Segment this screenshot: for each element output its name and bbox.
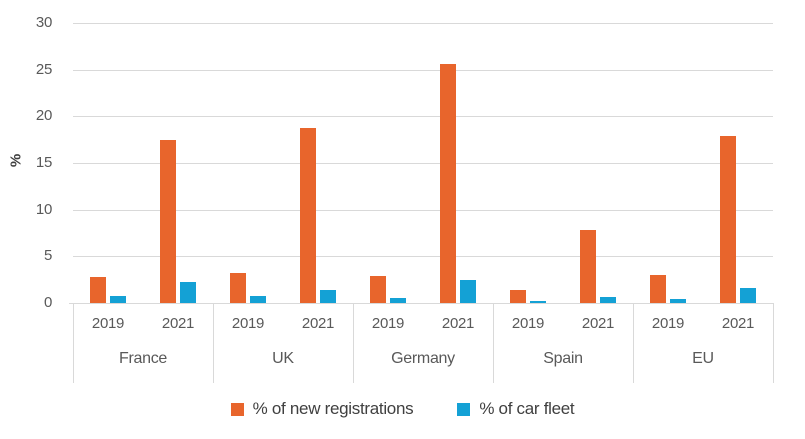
x-axis-separator bbox=[213, 303, 214, 383]
gridline-20 bbox=[73, 116, 773, 118]
country-label-uk: UK bbox=[272, 350, 294, 367]
bar-eu-2021-new-registrations bbox=[720, 135, 736, 303]
year-label-france-2021: 2021 bbox=[161, 315, 195, 332]
y-tick-label-15: 15 bbox=[35, 154, 52, 171]
bar-germany-2019-new-registrations bbox=[370, 275, 386, 303]
bar-eu-2021-car-fleet bbox=[740, 288, 756, 303]
x-axis-separator bbox=[73, 303, 74, 383]
country-label-eu: EU bbox=[692, 350, 714, 367]
gridline-30 bbox=[73, 23, 773, 24]
legend: % of new registrations % of car fleet bbox=[0, 399, 805, 419]
bar-france-2019-car-fleet bbox=[110, 296, 126, 303]
year-label-uk-2019: 2019 bbox=[231, 315, 265, 332]
x-axis-separator bbox=[493, 303, 494, 383]
gridline-25 bbox=[73, 69, 773, 71]
legend-item-new-registrations: % of new registrations bbox=[230, 399, 414, 419]
y-tick-label-0: 0 bbox=[43, 294, 52, 311]
year-label-spain-2021: 2021 bbox=[581, 315, 615, 332]
x-axis-line bbox=[69, 303, 773, 304]
y-tick-label-10: 10 bbox=[35, 200, 52, 218]
year-label-spain-2019: 2019 bbox=[511, 315, 545, 332]
x-axis: 2019 2021 France 2019 2021 UK 2019 2021 Germany 2… bbox=[69, 303, 774, 383]
country-label-spain: Spain bbox=[543, 350, 583, 367]
bar-uk-2021-new-registrations bbox=[300, 127, 316, 303]
bar-germany-2021-new-registrations bbox=[440, 64, 456, 303]
bar-uk-2019-new-registrations bbox=[230, 273, 246, 303]
year-label-eu-2021: 2021 bbox=[721, 315, 755, 332]
bar-france-2021-car-fleet bbox=[180, 282, 196, 303]
y-tick-label-25: 25 bbox=[35, 60, 52, 78]
bar-uk-2021-car-fleet bbox=[320, 289, 336, 303]
bar-spain-2019-new-registrations bbox=[510, 289, 526, 303]
bar-germany-2021-car-fleet bbox=[460, 279, 476, 303]
gridline-10 bbox=[73, 209, 773, 211]
year-label-uk-2021: 2021 bbox=[301, 315, 335, 332]
bar-france-2019-new-registrations bbox=[90, 276, 106, 303]
y-tick-label-20: 20 bbox=[35, 107, 52, 125]
legend-swatch-new-registrations-icon bbox=[230, 402, 244, 416]
year-label-germany-2021: 2021 bbox=[441, 315, 475, 332]
year-label-germany-2019: 2019 bbox=[371, 315, 405, 332]
country-label-france: France bbox=[119, 350, 167, 367]
x-axis-separator bbox=[353, 303, 354, 383]
y-tick-label-5: 5 bbox=[43, 247, 52, 265]
year-label-eu-2019: 2019 bbox=[651, 315, 685, 332]
x-axis-separator bbox=[773, 303, 774, 383]
legend-item-car-fleet: % of car fleet bbox=[457, 399, 575, 419]
year-label-france-2019: 2019 bbox=[91, 315, 125, 332]
legend-label-new-registrations: % of new registrations bbox=[252, 399, 414, 418]
y-tick-label-30: 30 bbox=[35, 14, 52, 31]
gridline-5 bbox=[73, 256, 773, 258]
gridline-15 bbox=[73, 163, 773, 164]
bar-spain-2021-car-fleet bbox=[600, 297, 616, 303]
bar-germany-2019-car-fleet bbox=[390, 298, 406, 303]
plot-area bbox=[73, 23, 773, 304]
x-axis-separator bbox=[633, 303, 634, 383]
legend-swatch-car-fleet-icon bbox=[457, 402, 471, 416]
bar-eu-2019-new-registrations bbox=[650, 275, 666, 303]
country-label-germany: Germany bbox=[391, 350, 455, 367]
bar-eu-2019-car-fleet bbox=[670, 299, 686, 303]
legend-label-car-fleet: % of car fleet bbox=[479, 399, 575, 418]
bar-uk-2019-car-fleet bbox=[250, 295, 266, 303]
bar-france-2021-new-registrations bbox=[160, 139, 176, 303]
bar-spain-2021-new-registrations bbox=[580, 230, 596, 303]
bar-spain-2019-car-fleet bbox=[530, 301, 546, 303]
